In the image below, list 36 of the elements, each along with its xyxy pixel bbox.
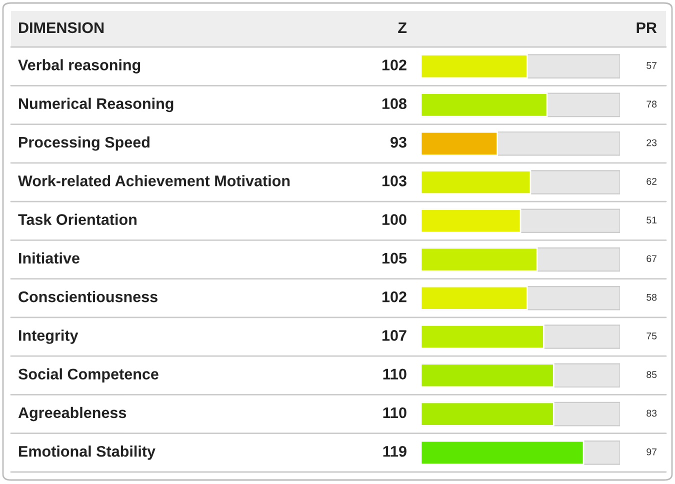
y-tick-label: Processing Speed (19, 136, 150, 151)
text: 83 (646, 410, 657, 417)
text: 58 (646, 294, 657, 301)
data-label: 93 (390, 136, 406, 148)
text: 85 (646, 371, 657, 378)
data-label: 105 (382, 252, 407, 264)
y-tick-label: Emotional Stability (19, 446, 156, 460)
text: 75 (646, 332, 657, 340)
data-label: 107 (382, 330, 406, 341)
y-axis-title: DIMENSION (19, 22, 104, 34)
y-tick-label: Agreeableness (18, 406, 126, 422)
data-label: 108 (382, 98, 407, 110)
data-label: 102 (382, 60, 406, 70)
text: 97 (646, 448, 657, 456)
text: 67 (646, 255, 657, 262)
text: 51 (646, 216, 657, 224)
data-label: 103 (382, 176, 406, 186)
text: 62 (646, 178, 657, 185)
y-tick-label: Initiative (19, 252, 80, 264)
y-tick-label: Task Orientation (18, 214, 136, 225)
y-tick-label: Conscientiousness (18, 291, 158, 302)
y-tick-label: Work-related Achievement Motivation (18, 175, 290, 186)
y-tick-label: Numerical Reasoning (19, 98, 174, 112)
text: 57 (646, 62, 657, 69)
data-label: 110 (383, 407, 406, 418)
y-tick-label: Integrity (19, 330, 78, 344)
text: 78 (646, 100, 657, 108)
data-label: 119 (383, 446, 406, 457)
y-tick-label: Verbal reasoning (18, 59, 140, 74)
x-axis-title: Z (398, 22, 407, 33)
data-label: 100 (382, 214, 406, 225)
y-tick-label: Social Competence (18, 368, 158, 383)
y2-axis-title: PR (636, 22, 657, 33)
data-label: 110 (383, 368, 406, 380)
data-label: 102 (382, 291, 406, 302)
text: 23 (646, 139, 657, 146)
